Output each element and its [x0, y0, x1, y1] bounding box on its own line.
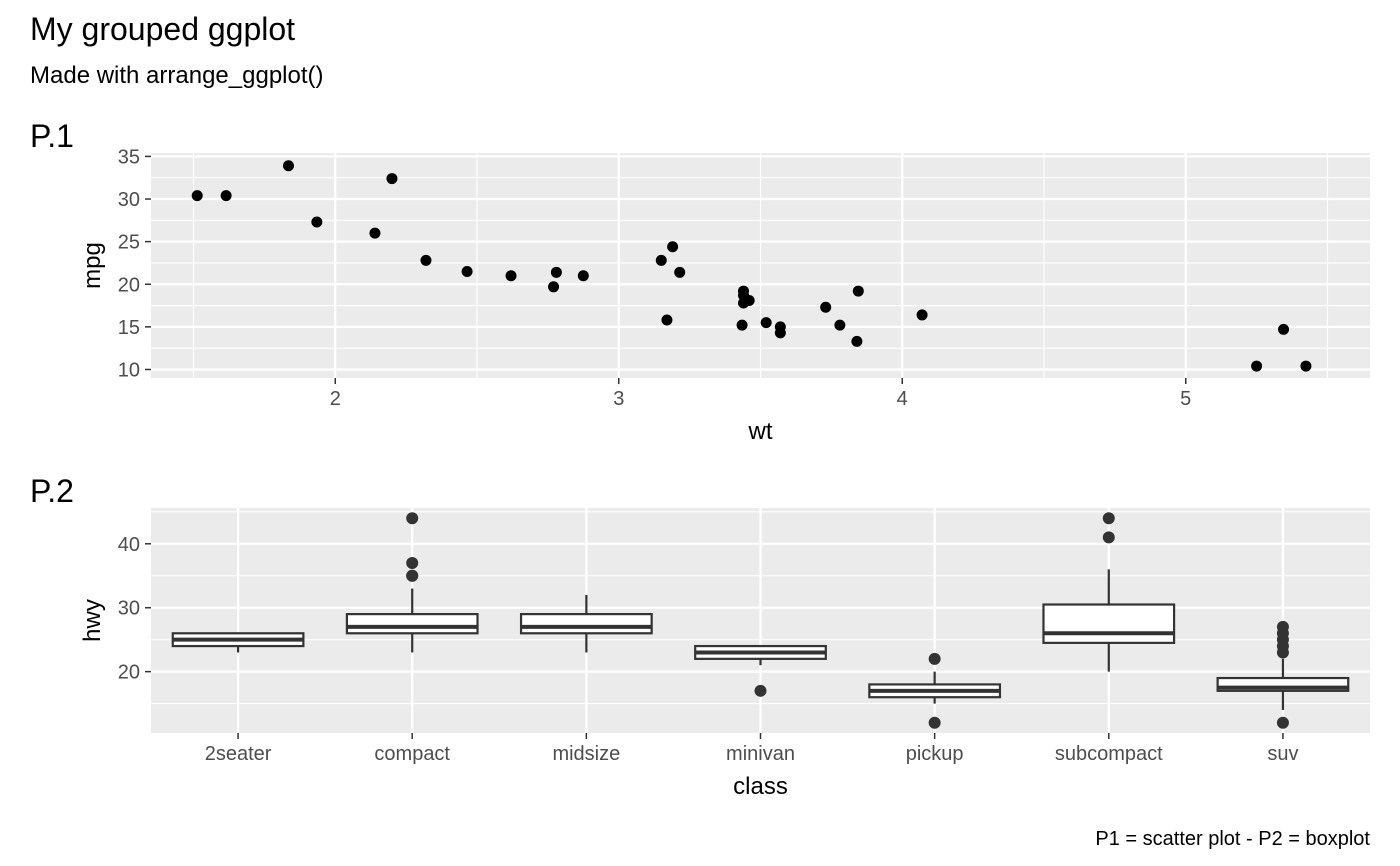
scatter-point: [661, 314, 673, 326]
scatter-point: [1251, 360, 1263, 372]
x-tick-label: suv: [1267, 743, 1298, 765]
box-outlier: [754, 684, 767, 697]
scatter-point: [655, 254, 667, 266]
box-outlier: [928, 716, 941, 729]
box-suv: [1216, 620, 1350, 729]
scatter-point: [834, 319, 846, 331]
y-tick-label: 30: [118, 189, 140, 211]
x-axis-title: wt: [748, 418, 773, 445]
x-axis-title: class: [733, 773, 788, 800]
y-tick-label: 10: [118, 359, 140, 381]
scatter-point: [282, 160, 294, 172]
box-subcompact: [1042, 512, 1176, 672]
figure-caption: P1 = scatter plot - P2 = boxplot: [1095, 828, 1370, 850]
scatter-point: [1300, 360, 1312, 372]
scatter-point: [1278, 323, 1290, 335]
scatter-point: [774, 327, 786, 339]
scatter-plot: 2 3 4 5 10 15 20 25 30 35 wt mpg: [79, 146, 1370, 445]
scatter-point: [505, 270, 517, 282]
y-tick-label: 15: [118, 317, 140, 339]
scatter-point: [743, 294, 755, 306]
box-body: [345, 613, 479, 635]
box-body: [1042, 603, 1176, 644]
y-axis-title: mpg: [79, 242, 106, 289]
scatter-point: [191, 190, 203, 202]
scatter-point: [916, 309, 928, 321]
y-tick-label: 30: [118, 598, 140, 620]
y-tick-label: 20: [118, 274, 140, 296]
y-tick-label: 35: [118, 146, 140, 168]
box-outlier: [406, 512, 419, 525]
x-tick-label: subcompact: [1055, 743, 1163, 765]
figure-title: My grouped ggplot: [30, 11, 295, 47]
box-plot: 20 30 40 2seater compact midsize minivan pickup…: [79, 508, 1370, 800]
panel-tag-p2: P.2: [30, 473, 74, 509]
scatter-point: [577, 270, 589, 282]
scatter-point: [220, 190, 232, 202]
scatter-point: [760, 317, 772, 329]
scatter-point: [852, 285, 864, 297]
scatter-point: [386, 173, 398, 185]
x-tick-label: 2seater: [205, 743, 272, 765]
box-pickup: [868, 652, 1002, 729]
scatter-point: [737, 285, 749, 297]
figure-subtitle: Made with arrange_ggplot(): [30, 62, 324, 89]
y-axis-title: hwy: [79, 599, 106, 642]
scatter-point: [667, 241, 679, 253]
box-outlier: [1276, 620, 1289, 633]
scatter-point: [369, 227, 381, 239]
y-tick-label: 20: [118, 662, 140, 684]
scatter-point: [674, 266, 686, 278]
scatter-point: [550, 266, 562, 278]
box-2seater: [171, 632, 305, 653]
x-tick-label: pickup: [906, 743, 964, 765]
x-tick-label: compact: [374, 743, 450, 765]
box-outlier: [1102, 531, 1115, 544]
box-midsize: [519, 594, 653, 653]
scatter-point: [851, 335, 863, 347]
scatter-point: [461, 265, 473, 277]
scatter-point: [420, 254, 432, 266]
y-tick-label: 25: [118, 232, 140, 254]
x-tick-label: 3: [613, 388, 624, 410]
box-outlier: [1102, 512, 1115, 525]
box-compact: [345, 512, 479, 653]
scatter-point: [736, 319, 748, 331]
scatter-point: [820, 301, 832, 313]
box-minivan: [694, 644, 827, 697]
y-tick-label: 40: [118, 534, 140, 556]
x-tick-label: 4: [897, 388, 908, 410]
box-outlier: [406, 569, 419, 582]
box-outlier: [406, 556, 419, 569]
x-tick-label: 2: [330, 388, 341, 410]
scatter-point: [311, 216, 323, 228]
scatter-point: [548, 281, 560, 293]
x-tick-label: 5: [1180, 388, 1191, 410]
box-outlier: [1276, 716, 1289, 729]
panel-tag-p1: P.1: [30, 118, 74, 154]
x-tick-label: midsize: [552, 743, 620, 765]
box-body: [519, 613, 653, 635]
x-tick-label: minivan: [726, 743, 795, 765]
box-outlier: [928, 652, 941, 665]
